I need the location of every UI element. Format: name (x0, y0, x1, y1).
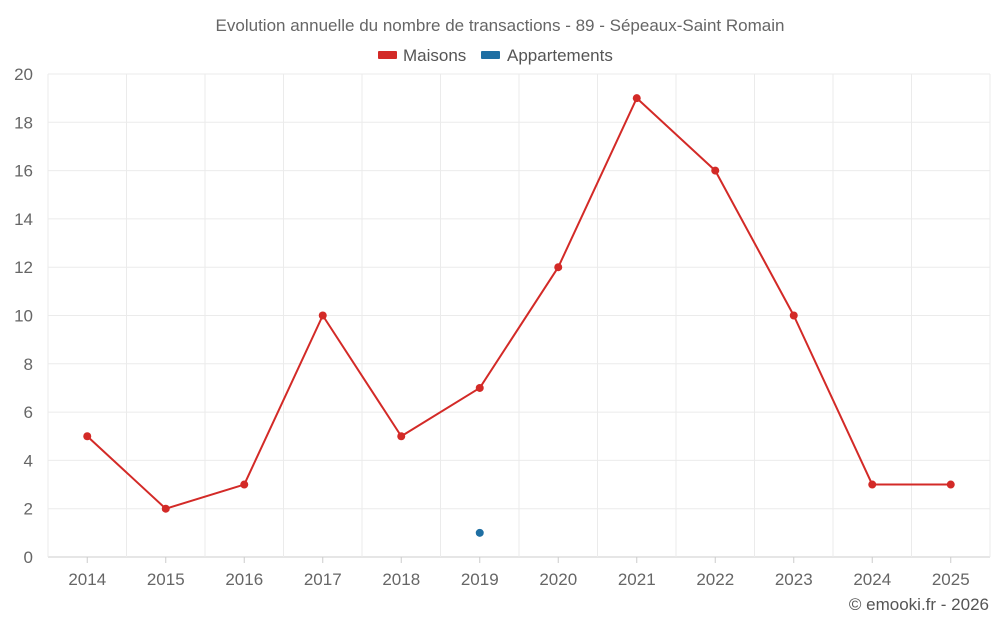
data-point-maisons[interactable] (554, 263, 563, 272)
data-point-maisons[interactable] (711, 166, 720, 175)
data-point-maisons[interactable] (789, 311, 798, 320)
y-tick-label: 18 (14, 113, 33, 132)
y-tick-label: 8 (24, 355, 33, 374)
legend-item-maisons[interactable]: Maisons (378, 46, 466, 65)
data-point-maisons[interactable] (318, 311, 327, 320)
x-tick-label: 2019 (461, 570, 499, 589)
credit-text: © emooki.fr - 2026 (849, 595, 989, 614)
y-tick-label: 2 (24, 500, 33, 519)
y-tick-label: 16 (14, 162, 33, 181)
legend-label-appartements: Appartements (507, 46, 613, 65)
x-tick-label: 2018 (382, 570, 420, 589)
series-layer (83, 94, 955, 537)
data-point-maisons[interactable] (161, 504, 170, 513)
data-point-maisons[interactable] (868, 480, 877, 489)
x-tick-label: 2020 (539, 570, 577, 589)
x-tick-label: 2014 (68, 570, 106, 589)
y-tick-label: 4 (24, 451, 33, 470)
data-point-maisons[interactable] (475, 383, 484, 392)
data-point-maisons[interactable] (946, 480, 955, 489)
x-tick-label: 2015 (147, 570, 185, 589)
chart-title: Evolution annuelle du nombre de transact… (216, 16, 785, 35)
legend[interactable]: Maisons Appartements (378, 46, 613, 65)
data-point-maisons[interactable] (240, 480, 249, 489)
x-tick-label: 2016 (225, 570, 263, 589)
data-point-maisons[interactable] (83, 432, 92, 441)
y-tick-label: 10 (14, 307, 33, 326)
data-point-maisons[interactable] (632, 94, 641, 103)
y-tick-label: 12 (14, 258, 33, 277)
series-line-maisons (86, 97, 951, 510)
x-axis-ticks: 2014 2015 2016 2017 2018 2019 2020 2021 2022 2023… (68, 557, 970, 589)
y-tick-label: 0 (24, 548, 33, 567)
legend-item-appartements[interactable]: Appartements (481, 46, 613, 65)
x-tick-label: 2024 (853, 570, 891, 589)
grid (47, 73, 991, 558)
y-tick-label: 20 (14, 65, 33, 84)
legend-swatch-maisons (378, 51, 397, 59)
data-point-appartements[interactable] (475, 528, 484, 537)
x-tick-label: 2017 (304, 570, 342, 589)
x-tick-label: 2022 (696, 570, 734, 589)
y-tick-label: 14 (14, 210, 33, 229)
legend-swatch-appartements (481, 51, 500, 59)
x-tick-label: 2023 (775, 570, 813, 589)
y-axis-ticks: 0 2 4 6 8 10 12 14 16 18 20 (14, 65, 33, 567)
x-tick-label: 2025 (932, 570, 970, 589)
x-tick-label: 2021 (618, 570, 656, 589)
legend-label-maisons: Maisons (403, 46, 466, 65)
data-point-maisons[interactable] (397, 432, 406, 441)
y-tick-label: 6 (24, 403, 33, 422)
